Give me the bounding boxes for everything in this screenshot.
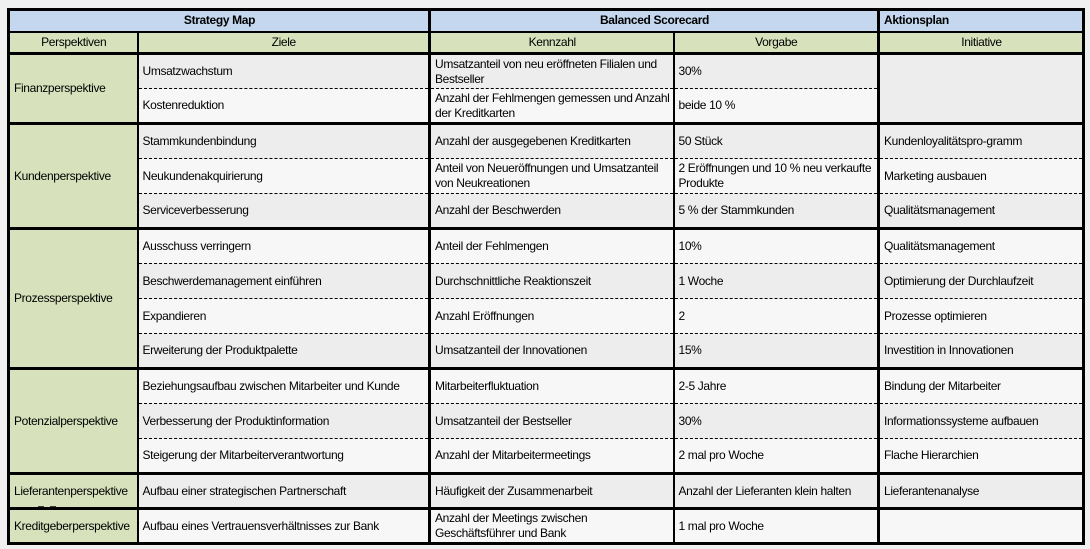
cell-vorgabe: 2 mal pro Woche	[673, 438, 880, 474]
table-row: Potenzialperspektive Beziehungsaufbau zw…	[7, 367, 1085, 475]
cell-initiative: Marketing ausbauen	[878, 158, 1085, 194]
column-header-kennzahl: Kennzahl	[429, 31, 675, 55]
column-header-ziele: Ziele	[137, 31, 431, 55]
cell-vorgabe: 2-5 Jahre	[673, 367, 880, 404]
cell-ziel: Beziehungsaufbau zwischen Mitarbeiter un…	[137, 367, 431, 404]
cell-vorgabe: 1 mal pro Woche	[673, 507, 880, 545]
cell-initiative: Informationssysteme aufbauen	[878, 403, 1085, 439]
cell-initiative: Optimierung der Durchlaufzeit	[878, 263, 1085, 299]
cell-kennzahl: Anteil der Fehlmengen	[429, 227, 675, 264]
cell-ziel: Steigerung der Mitarbeiterverantwortung	[137, 438, 431, 474]
cell-ziel: Umsatzwachstum	[137, 52, 431, 89]
scorecard-table: Strategy Map Balanced Scorecard Aktionsp…	[7, 8, 1085, 545]
cell-perspective: Prozessperspektive	[7, 228, 139, 370]
cell-ziel: Erweiterung der Produktpalette	[137, 333, 431, 369]
table-row: Serviceverbesserung Anzahl der Beschwerd…	[9, 193, 1085, 229]
column-header-initiative: Initiative	[878, 31, 1085, 55]
cell-ziel: Kostenreduktion	[137, 88, 431, 124]
cell-perspective: Lieferantenperspektive	[7, 473, 139, 510]
cell-kennzahl: Mitarbeiterfluktuation	[429, 367, 675, 404]
table-row: Beschwerdemanagement einführen Durchschn…	[9, 263, 1085, 299]
cell-ziel: Aufbau einer strategischen Partnerschaft	[137, 472, 431, 509]
cell-kennzahl: Anzahl der Meetings zwischen Geschäftsfü…	[429, 507, 675, 545]
table-row: Perspektiven Ziele Kennzahl Vorgabe Init…	[7, 31, 1085, 55]
table-row: Strategy Map Balanced Scorecard Aktionsp…	[7, 8, 1085, 33]
cell-vorgabe: Anzahl der Lieferanten klein halten	[673, 472, 880, 509]
table-row: Neukundenakquirierung Anteil von Neueröf…	[9, 158, 1085, 194]
table-row: Erweiterung der Produktpalette Umsatzant…	[9, 333, 1085, 369]
cell-initiative: Lieferantenanalyse	[878, 472, 1085, 509]
cell-initiative: Flache Hierarchien	[878, 438, 1085, 474]
column-header-perspektiven: Perspektiven	[7, 31, 139, 55]
cell-vorgabe: beide 10 %	[673, 88, 880, 124]
header-aktionsplan: Aktionsplan	[878, 8, 1085, 33]
table-row: Expandieren Anzahl Eröffnungen 2 Prozess…	[9, 298, 1085, 334]
cell-ziel: Serviceverbesserung	[137, 193, 431, 229]
cell-initiative: Qualitätsmanagement	[878, 193, 1085, 229]
cell-initiative: Qualitätsmanagement	[878, 227, 1085, 264]
cell-initiative: Kundenloyalitätspro-gramm	[878, 122, 1085, 159]
cell-kennzahl: Anteil von Neueröffnungen und Umsatzante…	[429, 158, 675, 194]
table-row: Verbesserung der Produktinformation Umsa…	[9, 403, 1085, 439]
perspective-label: Lieferantenperspektive	[14, 483, 128, 498]
cell-kennzahl: Anzahl Eröffnungen	[429, 298, 675, 334]
table-row: Prozessperspektive Ausschuss verringern …	[7, 227, 1085, 370]
cell-vorgabe: 2	[673, 298, 880, 334]
cell-ziel: Expandieren	[137, 298, 431, 334]
cell-kennzahl: Umsatzanteil von neu eröffneten Filialen…	[429, 52, 675, 89]
table-row: Kreditgeberperspektive Aufbau eines Vert…	[7, 507, 1085, 545]
table-row: Lieferantenperspektive Aufbau einer stra…	[7, 472, 1085, 510]
cell-vorgabe: 1 Woche	[673, 263, 880, 299]
cell-vorgabe: 5 % der Stammkunden	[673, 193, 880, 229]
cell-kennzahl: Anzahl der Fehlmengen gemessen und Anzah…	[429, 88, 675, 124]
cell-perspective: Kreditgeberperspektive	[7, 508, 139, 545]
cell-kennzahl: Anzahl der Mitarbeitermeetings	[429, 438, 675, 474]
cell-ziel: Neukundenakquirierung	[137, 158, 431, 194]
header-strategy-map: Strategy Map	[7, 8, 431, 33]
cell-perspective: Finanzperspektive	[7, 53, 139, 125]
cell-kennzahl: Häufigkeit der Zusammenarbeit	[429, 472, 675, 509]
cell-ziel: Verbesserung der Produktinformation	[137, 403, 431, 439]
cell-vorgabe: 2 Eröffnungen und 10 % neu verkaufte Pro…	[673, 158, 880, 194]
cell-ziel: Beschwerdemanagement einführen	[137, 263, 431, 299]
cell-kennzahl: Umsatzanteil der Bestseller	[429, 403, 675, 439]
cell-ziel: Ausschuss verringern	[137, 227, 431, 264]
table-row: Kostenreduktion Anzahl der Fehlmengen ge…	[9, 88, 1084, 124]
cell-vorgabe: 50 Stück	[673, 122, 880, 159]
cell-ziel: Stammkundenbindung	[137, 122, 431, 159]
cell-vorgabe: 10%	[673, 227, 880, 264]
cell-initiative: Prozesse optimieren	[878, 298, 1085, 334]
cell-initiative-merged	[878, 52, 1085, 124]
cell-perspective: Potenzialperspektive	[7, 368, 139, 475]
header-balanced-scorecard: Balanced Scorecard	[429, 8, 880, 33]
cell-kennzahl: Umsatzanteil der Innovationen	[429, 333, 675, 369]
cell-vorgabe: 15%	[673, 333, 880, 369]
cell-vorgabe: 30%	[673, 403, 880, 439]
table-row: Kundenperspektive Stammkundenbindung Anz…	[7, 122, 1085, 230]
table-row: Finanzperspektive Umsatzwachstum Umsatza…	[7, 52, 1085, 125]
table-row: Steigerung der Mitarbeiterverantwortung …	[9, 438, 1085, 474]
cell-initiative: Bindung der Mitarbeiter	[878, 367, 1085, 404]
cell-vorgabe: 30%	[673, 52, 880, 89]
cell-initiative: Investition in Innovationen	[878, 333, 1085, 369]
cell-ziel: Aufbau eines Vertrauensverhältnisses zur…	[137, 507, 431, 545]
column-header-vorgabe: Vorgabe	[673, 31, 880, 55]
cell-kennzahl: Durchschnittliche Reaktionszeit	[429, 263, 675, 299]
cell-kennzahl: Anzahl der ausgegebenen Kreditkarten	[429, 122, 675, 159]
cell-initiative	[878, 507, 1085, 545]
cell-perspective: Kundenperspektive	[7, 123, 139, 230]
cell-kennzahl: Anzahl der Beschwerden	[429, 193, 675, 229]
